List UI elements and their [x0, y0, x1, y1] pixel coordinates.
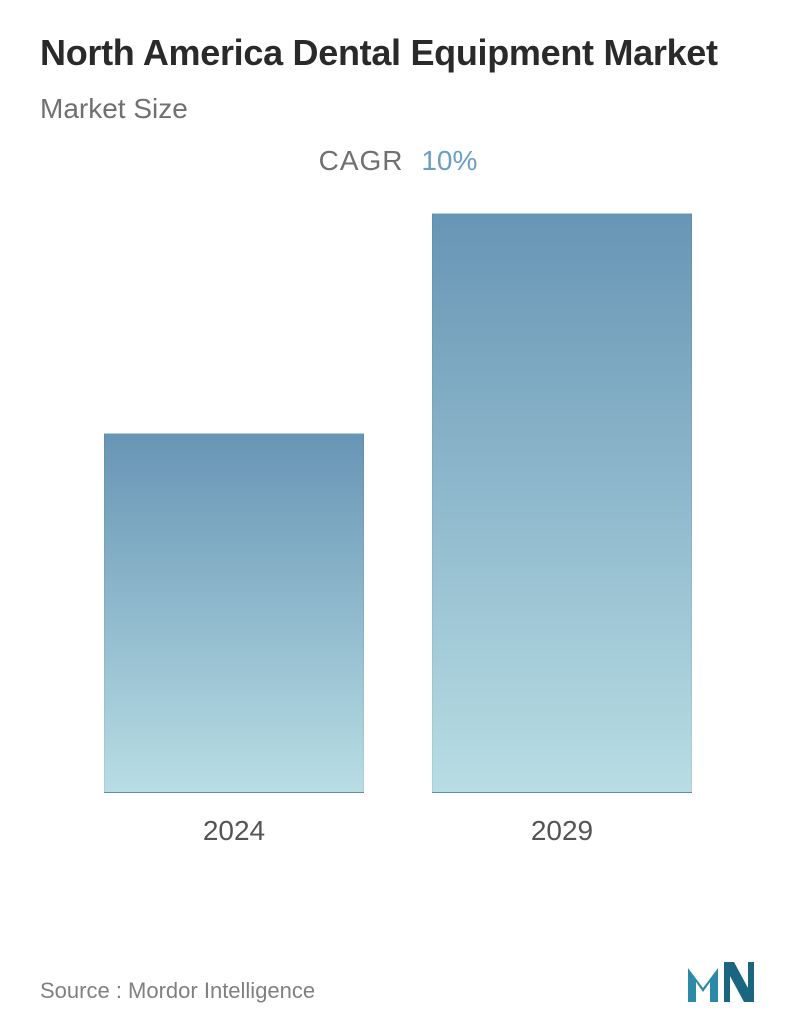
chart-title: North America Dental Equipment Market: [40, 30, 756, 75]
bar-label-1: 2029: [531, 815, 593, 847]
chart-subtitle: Market Size: [40, 93, 756, 125]
footer: Source : Mordor Intelligence: [40, 960, 756, 1004]
bar-label-0: 2024: [203, 815, 265, 847]
bar-1: [432, 213, 692, 793]
source-text: Source : Mordor Intelligence: [40, 978, 315, 1004]
logo-icon: [686, 960, 756, 1004]
cagr-label: CAGR: [319, 145, 404, 176]
bar-wrap-1: 2029: [432, 213, 692, 847]
chart-area: 2024 2029: [40, 207, 756, 847]
bar-wrap-0: 2024: [104, 433, 364, 847]
bar-0: [104, 433, 364, 793]
cagr-row: CAGR 10%: [40, 145, 756, 177]
cagr-value: 10%: [421, 145, 477, 176]
